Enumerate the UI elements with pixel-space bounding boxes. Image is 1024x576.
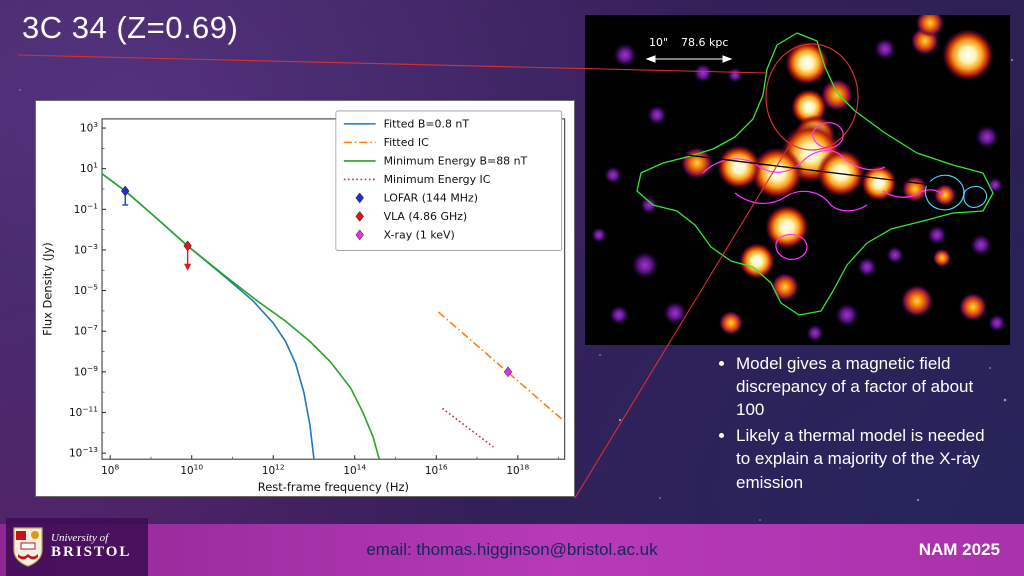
bullet-item: Model gives a magnetic field discrepancy…: [736, 352, 986, 421]
legend-label: X-ray (1 keV): [384, 229, 455, 242]
series-line: [437, 311, 566, 423]
legend-box: [335, 110, 563, 251]
bullet-item: Likely a thermal model is needed to expl…: [736, 424, 986, 493]
marker-diamond: [503, 366, 513, 378]
tick-label: 10−7: [74, 323, 99, 337]
tick-label: 10−13: [69, 445, 98, 459]
logo-bristol: BRISTOL: [51, 543, 132, 560]
series-line: [101, 173, 380, 460]
logo-university-of: University of: [51, 532, 109, 545]
legend-label: VLA (4.86 GHz): [384, 210, 468, 223]
tick-label: 101: [80, 161, 98, 175]
xray-radio-map: 10" 78.6 kpc: [585, 15, 1010, 345]
tick-label: 108: [101, 463, 119, 477]
upper-limit-arrowhead: [184, 263, 192, 271]
scale-kpc-label: 78.6 kpc: [681, 36, 728, 49]
footer-bar: email: thomas.higginson@bristol.ac.uk NA…: [0, 524, 1024, 576]
legend-sample-marker: [355, 211, 364, 222]
sed-plot-figure: 108 1010 1012 1014 1016 1018 103 101 10−1 10−3 10−…: [35, 100, 575, 497]
tick-label: 10−1: [74, 201, 99, 215]
legend-label: Fitted IC: [384, 136, 429, 149]
bristol-logo: University of BRISTOL: [6, 518, 148, 576]
tick-label: 10−5: [74, 283, 99, 297]
cyan-contours: [924, 174, 988, 211]
legend-label: Fitted B=0.8 nT: [384, 118, 470, 131]
flux-plot-svg: 108 1010 1012 1014 1016 1018 103 101 10−1 10−3 10−…: [40, 110, 566, 494]
y-axis-label: Flux Density (Jy): [40, 242, 54, 336]
bullet-list: Model gives a magnetic field discrepancy…: [714, 352, 986, 497]
page-title: 3C 34 (Z=0.69): [22, 10, 239, 45]
jet-axis-arrowhead: [925, 179, 937, 188]
x-axis-label: Rest-frame frequency (Hz): [258, 480, 409, 494]
scale-arcsec-label: 10": [649, 36, 668, 49]
tick-label: 1016: [425, 463, 448, 477]
legend-label: Minimum Energy B=88 nT: [384, 155, 528, 168]
tick-label: 10−11: [69, 404, 98, 418]
tick-label: 10−3: [74, 242, 99, 256]
xray-radio-map-svg: 10" 78.6 kpc: [585, 15, 1010, 345]
marker-diamond: [183, 240, 192, 252]
legend-sample-marker: [355, 192, 364, 204]
tick-label: 10−9: [74, 364, 99, 378]
tick-label: 1014: [343, 463, 366, 477]
legend-label: Minimum Energy IC: [384, 173, 491, 186]
event-label: NAM 2025: [918, 540, 1000, 559]
tick-label: 1010: [180, 463, 203, 477]
legend-label: LOFAR (144 MHz): [384, 192, 478, 205]
tick-label: 1018: [506, 463, 529, 477]
bristol-crest-icon: [13, 527, 43, 567]
marker-diamond: [121, 185, 130, 197]
tick-label: 103: [80, 120, 98, 134]
email-text: email: thomas.higginson@bristol.ac.uk: [366, 540, 658, 559]
legend-sample-marker: [355, 229, 364, 241]
tick-label: 1012: [262, 463, 285, 477]
